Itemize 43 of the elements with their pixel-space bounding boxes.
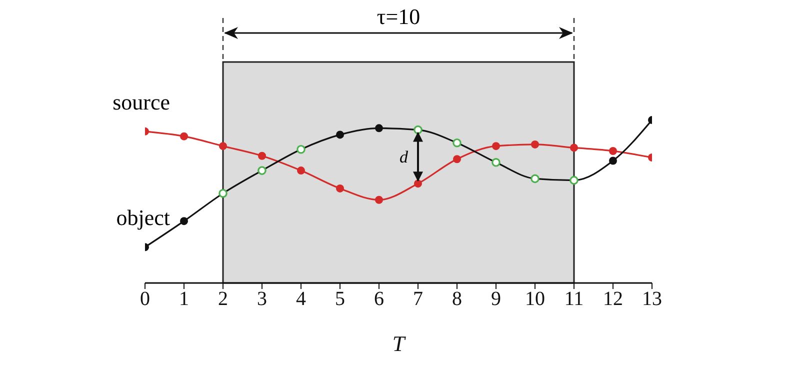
- series-label: source: [112, 89, 170, 114]
- point: [453, 155, 461, 164]
- annotation: d: [400, 148, 408, 167]
- x-tick-label: 4: [296, 288, 306, 310]
- point: [296, 144, 306, 154]
- point: [258, 166, 266, 175]
- x-tick-label: 13: [642, 288, 662, 310]
- x-tick-label: 1: [179, 288, 189, 310]
- point: [180, 217, 188, 226]
- x-tick-label: 9: [491, 288, 501, 310]
- point: [492, 142, 500, 150]
- point: [336, 130, 344, 139]
- x-tick-label: 11: [564, 288, 584, 310]
- point: [530, 174, 540, 184]
- x-tick-label: 5: [335, 288, 345, 310]
- x-tick-label: 7: [413, 288, 423, 310]
- point: [609, 146, 617, 155]
- band-label: τ=10: [376, 4, 420, 29]
- point: [219, 142, 227, 150]
- point: [570, 144, 578, 152]
- x-tick-label: 6: [374, 288, 384, 310]
- x-axis-title: T: [392, 331, 406, 356]
- x-tick-label: 0: [140, 288, 150, 310]
- point: [531, 140, 539, 148]
- x-tick-label: 8: [452, 288, 462, 310]
- x-tick-label: 10: [525, 288, 545, 310]
- point: [375, 196, 383, 204]
- point: [297, 166, 305, 175]
- point: [414, 180, 422, 188]
- point: [375, 124, 383, 132]
- x-tick-label: 12: [603, 288, 623, 310]
- series-label: object: [116, 205, 170, 230]
- point: [492, 158, 500, 167]
- x-tick-label: 3: [257, 288, 267, 310]
- point: [414, 125, 422, 134]
- point: [609, 156, 617, 165]
- point: [218, 188, 228, 198]
- point: [452, 138, 462, 148]
- x-tick-label: 2: [218, 288, 228, 310]
- point: [258, 152, 266, 160]
- point: [180, 132, 188, 140]
- point: [336, 184, 344, 192]
- point: [570, 176, 578, 185]
